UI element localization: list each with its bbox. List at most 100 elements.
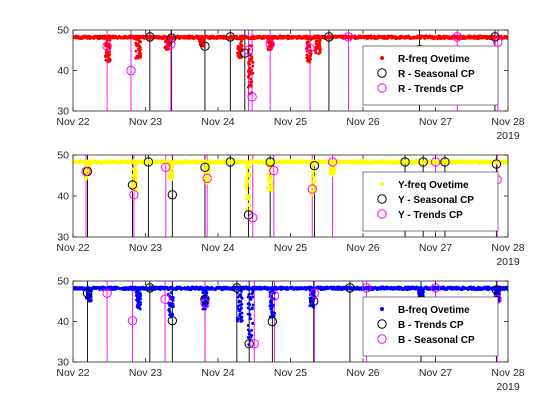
freq-point xyxy=(248,66,252,70)
x-year-label: 2019 xyxy=(496,130,520,142)
x-tick-label: Nov 26 xyxy=(346,116,379,128)
freq-point xyxy=(235,37,239,41)
freq-point xyxy=(106,52,109,56)
freq-point xyxy=(329,170,333,173)
freq-point xyxy=(239,42,242,46)
freq-point xyxy=(246,85,250,89)
freq-point xyxy=(135,294,139,298)
changepoint-marker xyxy=(225,157,236,167)
freq-point xyxy=(269,287,273,291)
freq-point xyxy=(168,43,172,47)
freq-point xyxy=(271,189,274,193)
legend-label: Y - Trends CP xyxy=(398,210,463,221)
freq-point xyxy=(135,164,138,168)
x-tick-label: Nov 25 xyxy=(274,367,307,379)
changepoint-marker xyxy=(145,283,155,293)
freq-point xyxy=(269,174,273,178)
changepoint-marker xyxy=(307,184,317,194)
freq-point xyxy=(248,59,252,63)
freq-point xyxy=(167,173,171,177)
x-tick-label: Nov 27 xyxy=(419,116,452,128)
changepoint-marker xyxy=(452,32,462,42)
x-tick-label: Nov 23 xyxy=(129,367,162,379)
legend-box xyxy=(362,171,499,232)
freq-point xyxy=(165,47,168,50)
legend-label: B-freq Ovetime xyxy=(398,305,470,316)
freq-point xyxy=(306,36,310,40)
freq-point xyxy=(305,47,309,51)
freq-point xyxy=(199,38,203,42)
changepoint-marker xyxy=(440,157,450,167)
freq-point xyxy=(273,311,277,315)
freq-point xyxy=(314,36,318,40)
freq-point xyxy=(104,58,108,62)
freq-point xyxy=(205,163,208,167)
freq-point xyxy=(203,292,207,296)
legend-label: Y - Seasonal CP xyxy=(398,195,474,206)
freq-point xyxy=(135,161,139,165)
changepoint-marker xyxy=(161,162,171,173)
freq-point xyxy=(240,290,243,293)
freq-point xyxy=(269,40,273,43)
freq-point xyxy=(246,306,250,310)
freq-point xyxy=(170,287,174,290)
freq-point xyxy=(84,175,87,179)
freq-point xyxy=(247,343,251,347)
freq-point xyxy=(310,293,314,296)
freq-point xyxy=(136,289,139,293)
legend-marker xyxy=(377,209,387,219)
freq-point xyxy=(236,51,239,55)
freq-point xyxy=(172,305,175,309)
chart-panel-2: Nov 22 Nov 23 Nov 24 Nov 25 Nov 26 Nov 27 Nov … xyxy=(56,150,524,269)
freq-point xyxy=(248,330,251,333)
y-tick-label: 50 xyxy=(57,25,69,37)
y-tick-label: 30 xyxy=(57,357,69,369)
freq-point xyxy=(317,44,321,47)
freq-point xyxy=(134,56,138,60)
plot-area xyxy=(73,30,508,111)
freq-point xyxy=(251,295,255,299)
changepoint-marker xyxy=(265,39,275,49)
x-tick-label: Nov 22 xyxy=(56,242,89,254)
x-tick-label: Nov 24 xyxy=(201,367,234,379)
freq-point xyxy=(135,169,139,173)
freq-point xyxy=(268,304,272,307)
freq-point xyxy=(271,310,274,314)
freq-point xyxy=(245,183,249,186)
freq-point xyxy=(201,296,205,300)
changepoint-marker xyxy=(143,157,154,167)
legend-label: Y-freq Ovetime xyxy=(398,180,469,191)
changepoint-marker xyxy=(491,285,502,295)
freq-point xyxy=(244,193,248,197)
freq-point xyxy=(506,288,508,291)
freq-point xyxy=(248,165,252,169)
freq-point xyxy=(328,172,332,176)
y-tick-label: 50 xyxy=(57,150,69,162)
freq-point xyxy=(417,286,421,290)
freq-point xyxy=(251,322,255,325)
legend-marker xyxy=(377,83,387,93)
changepoint-marker xyxy=(345,283,355,293)
freq-point xyxy=(247,174,251,178)
freq-point xyxy=(85,169,89,173)
freq-point xyxy=(310,174,314,178)
x-tick-label: Nov 24 xyxy=(201,242,234,254)
freq-point xyxy=(314,173,318,177)
freq-point xyxy=(251,303,255,307)
freq-point xyxy=(134,37,138,41)
changepoint-marker xyxy=(265,157,275,167)
changepoint-marker xyxy=(82,288,93,298)
changepoint-marker xyxy=(305,43,315,53)
freq-point xyxy=(236,287,240,291)
freq-point xyxy=(236,295,240,299)
changepoint-marker xyxy=(490,32,500,42)
freq-point xyxy=(170,176,174,179)
freq-point xyxy=(318,47,322,51)
freq-point xyxy=(505,285,508,289)
freq-point xyxy=(247,37,251,41)
freq-point xyxy=(333,170,336,174)
changepoint-marker xyxy=(309,288,320,298)
freq-point xyxy=(315,47,319,50)
freq-point xyxy=(168,310,172,314)
